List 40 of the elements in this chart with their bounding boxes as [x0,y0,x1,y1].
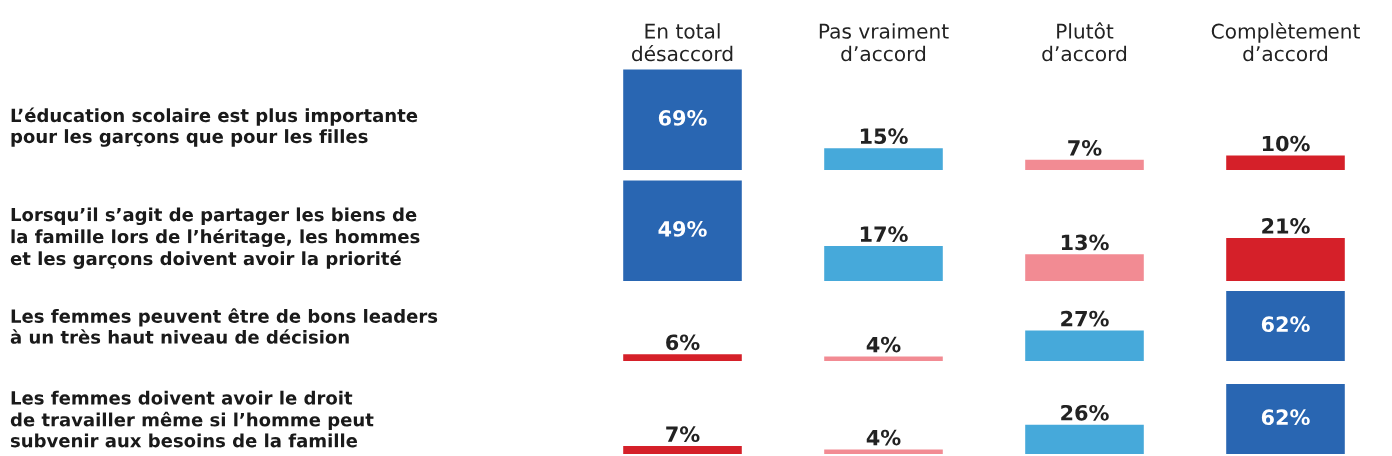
data-label: 49% [658,221,707,237]
bar [1025,424,1144,454]
bar [1025,330,1144,361]
bar [623,180,742,281]
bar [623,69,742,170]
data-label: 26% [1061,404,1109,421]
data-label: 62% [1261,316,1310,333]
data-label: 6% [666,334,700,351]
bar [824,356,943,361]
bar [824,148,943,170]
x-tick-label: Complètement d’accord [1211,22,1360,62]
y-axis-title: Lorsqu’il s’agit de partager les biens de la famille lors de l’héritage, les hommes et les garçons doivent avoir la priorité [10,207,420,269]
x-tick-label: Plutôt d’accord [1042,22,1127,62]
bar [1226,237,1345,281]
data-label: 7% [666,426,700,443]
bar [1025,159,1144,170]
data-label: 4% [866,336,901,353]
data-label: 62% [1261,409,1310,426]
bar [623,354,742,361]
y-axis-title: Les femmes doivent avoir le droit de travailler même si l’homme peut subvenir aux besoins de la famille [10,390,374,448]
bar [1025,254,1144,281]
x-tick-label: En total désaccord [632,23,733,62]
data-label: 7% [1068,140,1102,156]
data-label: 27% [1061,310,1109,327]
y-axis-title: Les femmes peuvent être de bons leaders à un très haut niveau de décision [10,308,438,344]
bar [1226,291,1345,361]
data-label: 10% [1262,135,1310,152]
data-label: 13% [1061,234,1109,251]
data-label: 4% [866,429,901,446]
data-label: 17% [860,226,908,243]
bar [1226,155,1345,170]
data-label: 21% [1262,218,1310,234]
x-tick-label: Pas vraiment d’accord [819,23,949,62]
bar [824,246,943,281]
data-label: 15% [860,128,908,145]
data-label: 69% [658,110,707,126]
bar [824,449,943,454]
bar [1226,384,1345,454]
y-axis-title: L’éducation scolaire est plus importante pour les garçons que pour les filles [11,107,418,147]
bar [623,446,742,454]
